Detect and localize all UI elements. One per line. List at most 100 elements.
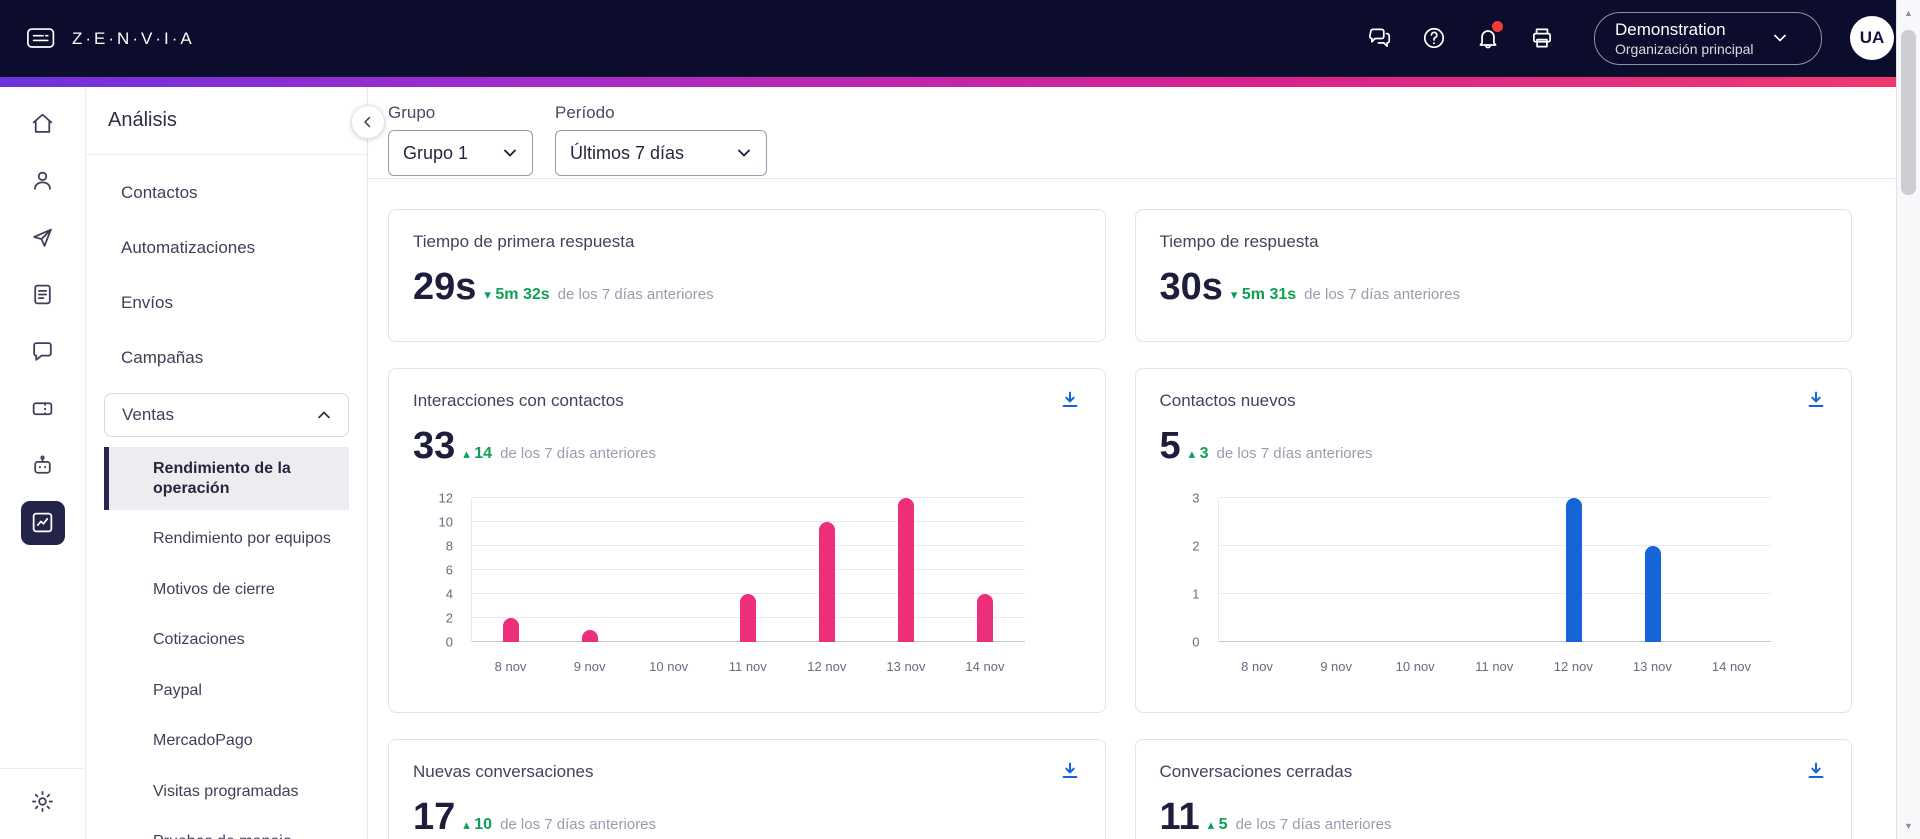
kpi-value: 30s xyxy=(1159,266,1223,308)
sidebar-item-envios[interactable]: Envíos xyxy=(121,292,173,312)
ventas-submenu: Rendimiento de la operación Rendimiento … xyxy=(104,447,349,839)
kpi-row: 33 ▴ 14 de los 7 días anteriores xyxy=(413,425,1081,468)
card-title: Tiempo de respuesta xyxy=(1159,232,1319,251)
kpi-delta: ▾ 5m 31s xyxy=(1230,286,1297,303)
filters-bar: Grupo Grupo 1 Período Últimos 7 días xyxy=(388,103,1852,176)
chart-bar xyxy=(977,594,994,642)
interacciones-bar-chart: 0 2 4 6 8 10 12 8 nov 9 nov 10 nov 11 nov 12 nov 13… xyxy=(413,491,1081,674)
contacts-icon[interactable] xyxy=(0,152,86,209)
chart-bar xyxy=(898,498,915,642)
print-icon[interactable] xyxy=(1520,16,1564,60)
analytics-icon-selected[interactable] xyxy=(0,494,86,551)
chart-y-tick-label: 1 xyxy=(1192,586,1200,602)
subitem-rendimiento-operacion[interactable]: Rendimiento de la operación xyxy=(104,447,349,511)
metric-cards-grid: Tiempo de primera respuesta 29s ▾ 5m 32s… xyxy=(388,209,1852,839)
group-filter-label: Grupo xyxy=(388,103,436,122)
chevron-up-icon xyxy=(314,405,334,425)
card-tiempo-primera-respuesta: Tiempo de primera respuesta 29s ▾ 5m 32s… xyxy=(388,209,1106,342)
kpi-value: 17 xyxy=(413,796,456,838)
settings-gear-icon[interactable] xyxy=(0,779,85,823)
subitem-rendimiento-equipos[interactable]: Rendimiento por equipos xyxy=(153,530,331,548)
organization-detail: Organización principal xyxy=(1615,41,1754,58)
download-icon[interactable] xyxy=(1059,760,1081,782)
subitem-mercadopago[interactable]: MercadoPago xyxy=(153,732,253,750)
chat-icon[interactable] xyxy=(0,323,86,380)
scrollbar-up-arrow[interactable]: ▲ xyxy=(1904,8,1913,18)
card-title: Interacciones con contactos xyxy=(413,391,624,410)
chart-bar xyxy=(740,594,757,642)
help-icon[interactable] xyxy=(1412,16,1456,60)
subitem-visitas-programadas[interactable]: Visitas programadas xyxy=(153,782,299,800)
card-contactos-nuevos: Contactos nuevos 5 ▴ 3 de los 7 días ant… xyxy=(1134,368,1852,713)
chart-bar xyxy=(1644,546,1661,642)
organization-switcher[interactable]: Demonstration Organización principal xyxy=(1594,12,1822,65)
dashboard-main: Grupo Grupo 1 Período Últimos 7 días xyxy=(368,87,1920,839)
icon-rail-bottom xyxy=(0,768,85,839)
chart-gridline xyxy=(472,545,1025,546)
chart-y-axis: 0 1 2 3 xyxy=(1160,491,1210,650)
kpi-compare: de los 7 días anteriores xyxy=(1235,816,1392,833)
sidebar-item-campanas[interactable]: Campañas xyxy=(121,347,204,367)
reports-icon[interactable] xyxy=(0,266,86,323)
kpi-value: 29s xyxy=(413,266,477,308)
contactos-nuevos-bar-chart: 0 1 2 3 8 nov 9 nov 10 nov 11 nov 12 nov 13 nov 1… xyxy=(1160,491,1828,674)
icon-rail xyxy=(0,87,86,839)
card-title: Nuevas conversaciones xyxy=(413,762,594,781)
sidebar-item-ventas[interactable]: Ventas xyxy=(104,393,349,437)
conversations-icon[interactable] xyxy=(1358,16,1402,60)
sidebar-menu: Contactos Automatizaciones Envíos Campañ… xyxy=(86,155,367,839)
chart-x-tick-label: 10 nov xyxy=(649,659,689,674)
notifications-bell-icon[interactable] xyxy=(1466,16,1510,60)
period-filter-label: Período xyxy=(555,103,615,122)
chart-bar xyxy=(819,522,836,642)
zenvia-logo[interactable]: Z·E·N·V·I·A xyxy=(26,25,195,53)
chart-x-tick-label: 12 nov xyxy=(807,659,847,674)
chart-bar xyxy=(1565,498,1582,642)
kpi-delta: ▴ 14 xyxy=(463,445,493,462)
card-nuevas-conversaciones: Nuevas conversaciones 17 ▴ 10 de los 7 d… xyxy=(388,739,1106,839)
chart-x-tick-label: 13 nov xyxy=(886,659,926,674)
send-icon[interactable] xyxy=(0,209,86,266)
subitem-motivos-cierre[interactable]: Motivos de cierre xyxy=(153,580,275,598)
scrollbar-down-arrow[interactable]: ▼ xyxy=(1904,821,1913,831)
kpi-compare: de los 7 días anteriores xyxy=(500,445,656,462)
chart-gridline xyxy=(1218,641,1771,642)
sidebar-collapse-button[interactable] xyxy=(351,105,385,139)
bot-icon[interactable] xyxy=(0,437,86,494)
kpi-value: 5 xyxy=(1159,425,1181,467)
group-dropdown[interactable]: Grupo 1 xyxy=(388,130,533,176)
card-interacciones-contactos: Interacciones con contactos 33 ▴ 14 de l… xyxy=(388,368,1106,713)
top-actions: Demonstration Organización principal UA xyxy=(1358,12,1894,65)
subitem-pruebas-manejo[interactable]: Pruebas de manejo programadas xyxy=(104,820,349,839)
sidebar-item-automatizaciones[interactable]: Automatizaciones xyxy=(121,237,256,257)
chart-x-tick-label: 9 nov xyxy=(1320,659,1352,674)
kpi-delta: ▴ 10 xyxy=(463,816,493,833)
subitem-paypal[interactable]: Paypal xyxy=(153,681,202,699)
page-scrollbar[interactable]: ▲ ▼ xyxy=(1896,0,1920,839)
scrollbar-thumb[interactable] xyxy=(1901,30,1916,195)
download-icon[interactable] xyxy=(1805,760,1827,782)
period-dropdown[interactable]: Últimos 7 días xyxy=(555,130,767,176)
organization-name: Demonstration xyxy=(1615,20,1726,40)
download-icon[interactable] xyxy=(1805,389,1827,411)
home-icon[interactable] xyxy=(0,95,86,152)
chart-gridline xyxy=(472,497,1025,498)
user-avatar[interactable]: UA xyxy=(1850,16,1894,61)
sidebar-item-contactos[interactable]: Contactos xyxy=(121,182,198,202)
period-filter: Período Últimos 7 días xyxy=(555,103,767,176)
kpi-row: 11 ▴ 5 de los 7 días anteriores xyxy=(1160,796,1828,839)
chart-x-axis: 8 nov 9 nov 10 nov 11 nov 12 nov 13 nov 14 nov xyxy=(471,652,1025,674)
kpi-delta: ▾ 5m 32s xyxy=(484,286,550,303)
selected-icon-highlight xyxy=(20,500,65,545)
trend-down-icon: ▾ xyxy=(1230,287,1238,302)
download-icon[interactable] xyxy=(1059,389,1081,411)
card-tiempo-respuesta: Tiempo de respuesta 30s ▾ 5m 31s de los … xyxy=(1134,209,1852,342)
chevron-down-icon xyxy=(734,143,754,163)
subitem-cotizaciones[interactable]: Cotizaciones xyxy=(153,631,245,649)
chart-y-tick-label: 0 xyxy=(1192,634,1200,650)
chart-bar xyxy=(503,618,520,642)
tickets-icon[interactable] xyxy=(0,380,86,437)
chart-x-tick-label: 12 nov xyxy=(1553,659,1593,674)
kpi-value: 11 xyxy=(1159,796,1200,838)
card-title: Contactos nuevos xyxy=(1159,391,1296,410)
